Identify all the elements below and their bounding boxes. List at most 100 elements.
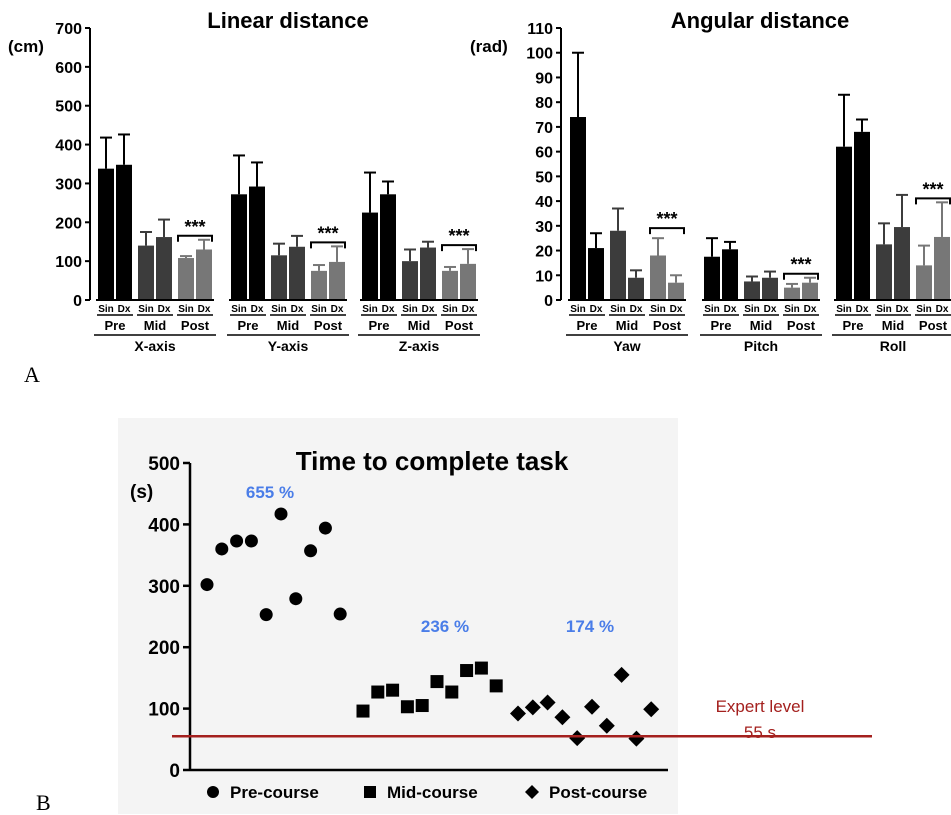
pre-course-point [304, 544, 318, 558]
side-label: Sin [704, 304, 720, 315]
bar [744, 281, 760, 300]
y-tick-label: 300 [55, 176, 82, 193]
phase-label: Post [653, 318, 682, 333]
y-tick-label: 600 [55, 60, 82, 77]
bar [854, 131, 870, 300]
side-label: Sin [98, 304, 114, 315]
mid-course-point [430, 675, 444, 689]
bar [610, 230, 626, 300]
bar [380, 194, 396, 300]
bar [762, 277, 778, 300]
y-tick-label: 400 [55, 138, 82, 155]
bar [442, 270, 458, 300]
side-label: Dx [462, 304, 475, 315]
side-label: Sin [570, 304, 586, 315]
side-label: Dx [590, 304, 603, 315]
mid-course-point [445, 685, 459, 699]
significance-bracket [915, 197, 951, 205]
bar [402, 261, 418, 300]
side-label: Sin [784, 304, 800, 315]
linear-y-unit: (cm) [8, 37, 44, 56]
linear-distance-chart: Linear distance (cm) 0 100 200 300 400 500 600… [8, 8, 480, 354]
side-label: Sin [138, 304, 154, 315]
significance-label: *** [922, 179, 943, 199]
bar [916, 265, 932, 300]
angular-bars: Sin Dx Sin Dx Sin Dx Pre Mid Post Yaw *** Sin Dx Sin D… [566, 51, 951, 354]
significance-bracket [310, 241, 346, 249]
legend-label: Mid-course [387, 783, 478, 802]
significance-label: *** [448, 226, 469, 246]
side-label: Sin [402, 304, 418, 315]
y-tick-label: 70 [535, 120, 553, 137]
time-chart-title: Time to complete task [296, 446, 569, 476]
side-label: Dx [764, 304, 777, 315]
bar [784, 287, 800, 300]
bar [156, 237, 172, 300]
side-label: Dx [670, 304, 683, 315]
side-label: Dx [158, 304, 171, 315]
phase-label: Pre [711, 318, 732, 333]
time-scatter-points: 655 % 236 % 174 % [200, 483, 660, 747]
expert-level-value: 55 s [744, 723, 776, 742]
side-label: Sin [442, 304, 458, 315]
significance-bracket [177, 234, 213, 242]
side-label: Dx [331, 304, 344, 315]
bar [362, 212, 378, 300]
bar [460, 263, 476, 300]
mid-course-point [460, 664, 474, 678]
side-label: Sin [271, 304, 287, 315]
y-tick-label: 100 [55, 254, 82, 271]
pre-course-point [274, 507, 288, 521]
time-y-axis: 0 100 200 300 400 500 [148, 454, 668, 782]
bar [289, 246, 305, 300]
post-course-point [539, 694, 556, 711]
bar [876, 244, 892, 300]
phase-label: Post [787, 318, 816, 333]
y-tick-label: 100 [148, 700, 180, 721]
y-tick-label: 300 [148, 577, 180, 598]
y-tick-label: 200 [148, 638, 180, 659]
side-label: Dx [630, 304, 643, 315]
y-tick-label: 400 [148, 515, 180, 536]
legend-circle-marker [207, 786, 219, 798]
bar [98, 168, 114, 300]
y-tick-label: 80 [535, 95, 553, 112]
significance-bracket [649, 227, 685, 235]
phase-label: Mid [408, 318, 430, 333]
y-tick-label: 500 [148, 454, 180, 475]
angular-y-axis: 0 10 20 30 40 50 60 70 80 90 100 110 [526, 21, 562, 310]
side-label: Sin [876, 304, 892, 315]
bar [668, 282, 684, 300]
side-label: Dx [291, 304, 304, 315]
phase-label: Pre [105, 318, 126, 333]
bar [934, 236, 950, 300]
bar [329, 261, 345, 300]
side-label: Dx [804, 304, 817, 315]
bar [196, 249, 212, 300]
group-label: X-axis [134, 338, 175, 354]
angular-distance-chart: Angular distance (rad) 0 10 20 30 40 50 60 70 80… [470, 8, 951, 354]
pre-course-point [230, 534, 244, 548]
phase-label: Pre [369, 318, 390, 333]
phase-label: Mid [616, 318, 638, 333]
mid-course-point [356, 704, 370, 718]
y-tick-label: 10 [535, 268, 553, 285]
phase-label: Mid [750, 318, 772, 333]
bar [802, 282, 818, 300]
phase-label: Pre [238, 318, 259, 333]
side-label: Dx [856, 304, 869, 315]
post-course-point [569, 730, 586, 747]
phase-label: Pre [843, 318, 864, 333]
bar [628, 277, 644, 300]
side-label: Dx [118, 304, 131, 315]
y-tick-label: 700 [55, 21, 82, 38]
group-label: Y-axis [268, 338, 309, 354]
pre-course-point [259, 608, 273, 622]
time-y-unit: (s) [130, 482, 153, 503]
y-tick-label: 40 [535, 194, 553, 211]
y-tick-label: 90 [535, 70, 553, 87]
side-label: Dx [198, 304, 211, 315]
y-tick-label: 0 [544, 293, 553, 310]
y-tick-label: 20 [535, 244, 553, 261]
